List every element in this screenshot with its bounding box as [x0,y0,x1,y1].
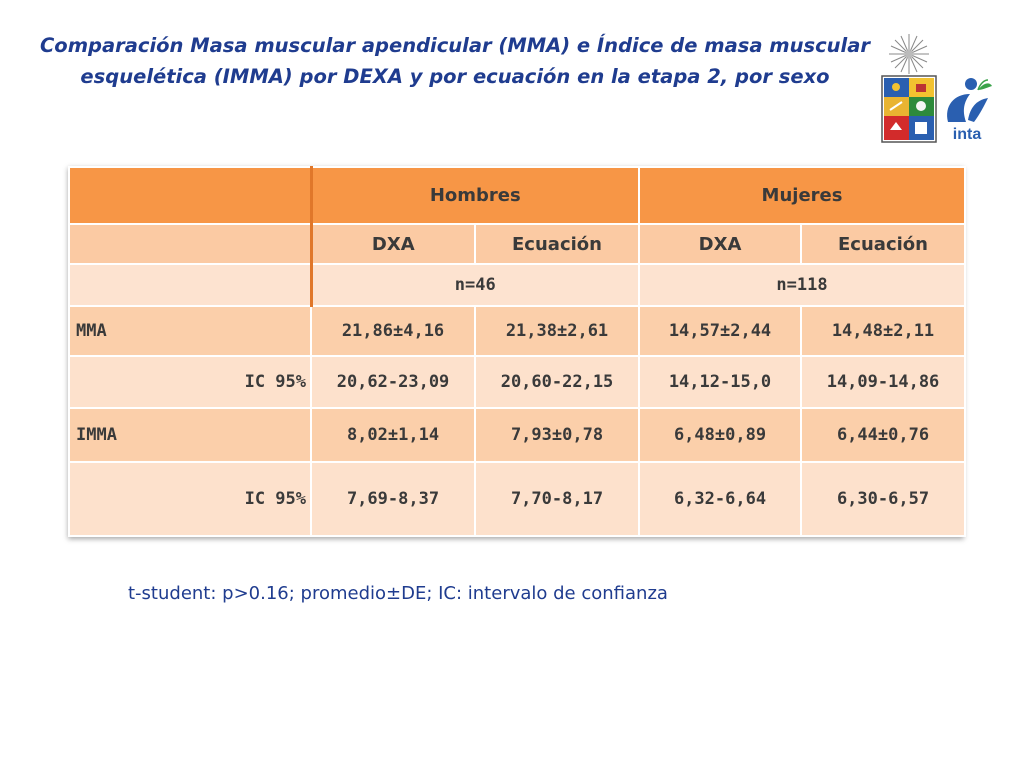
table-cell: 14,48±2,11 [800,305,966,357]
row-label: IMMA [68,407,312,463]
table-cell: 20,62-23,09 [310,355,476,409]
table-cell: 7,93±0,78 [474,407,640,463]
header-ecuacion-mujeres: Ecuación [800,223,966,265]
method-header-row: DXA Ecuación DXA Ecuación [68,223,966,265]
n-hombres: n=46 [309,263,640,307]
inta-logo-text: inta [953,126,982,142]
table-row-imma-ic95: IC 95% 7,69-8,37 7,70-8,17 6,32-6,64 6,3… [68,461,966,537]
table-cell: 7,70-8,17 [474,461,640,537]
footnote: t-student: p>0.16; promedio±DE; IC: inte… [128,583,668,604]
n-mujeres: n=118 [638,263,966,307]
header-ecuacion-hombres: Ecuación [474,223,640,265]
table-row-imma: IMMA 8,02±1,14 7,93±0,78 6,48±0,89 6,44±… [68,407,966,463]
table-cell: 14,09-14,86 [800,355,966,409]
table-cell: 6,30-6,57 [800,461,966,537]
row-label: IC 95% [68,461,312,537]
table-cell: 6,44±0,76 [800,407,966,463]
header-hombres: Hombres [309,166,640,225]
university-crest-logo [881,34,937,143]
header-dxa-mujeres: DXA [638,223,802,265]
table-cell: 7,69-8,37 [310,461,476,537]
table-row-mma-ic95: IC 95% 20,62-23,09 20,60-22,15 14,12-15,… [68,355,966,409]
method-header-blank [68,223,312,265]
header-corner [68,166,312,225]
inta-logo: inta [947,78,992,142]
table-cell: 14,12-15,0 [638,355,802,409]
slide-title: Comparación Masa muscular apendicular (M… [40,34,870,88]
table-cell: 14,57±2,44 [638,305,802,357]
header-dxa-hombres: DXA [309,223,476,265]
group-header-row: Hombres Mujeres [68,166,966,225]
sample-size-blank [68,263,312,307]
row-label: MMA [68,305,312,357]
row-label: IC 95% [68,355,312,409]
results-table: Hombres Mujeres DXA Ecuación DXA Ecuació… [68,166,966,537]
header-mujeres: Mujeres [638,166,966,225]
sample-size-row: n=46 n=118 [68,263,966,307]
table-cell: 21,86±4,16 [310,305,476,357]
table-cell: 20,60-22,15 [474,355,640,409]
table-row-mma: MMA 21,86±4,16 21,38±2,61 14,57±2,44 14,… [68,305,966,357]
table-cell: 8,02±1,14 [310,407,476,463]
results-table-container: Hombres Mujeres DXA Ecuación DXA Ecuació… [68,166,966,537]
table-cell: 6,32-6,64 [638,461,802,537]
table-cell: 21,38±2,61 [474,305,640,357]
table-cell: 6,48±0,89 [638,407,802,463]
